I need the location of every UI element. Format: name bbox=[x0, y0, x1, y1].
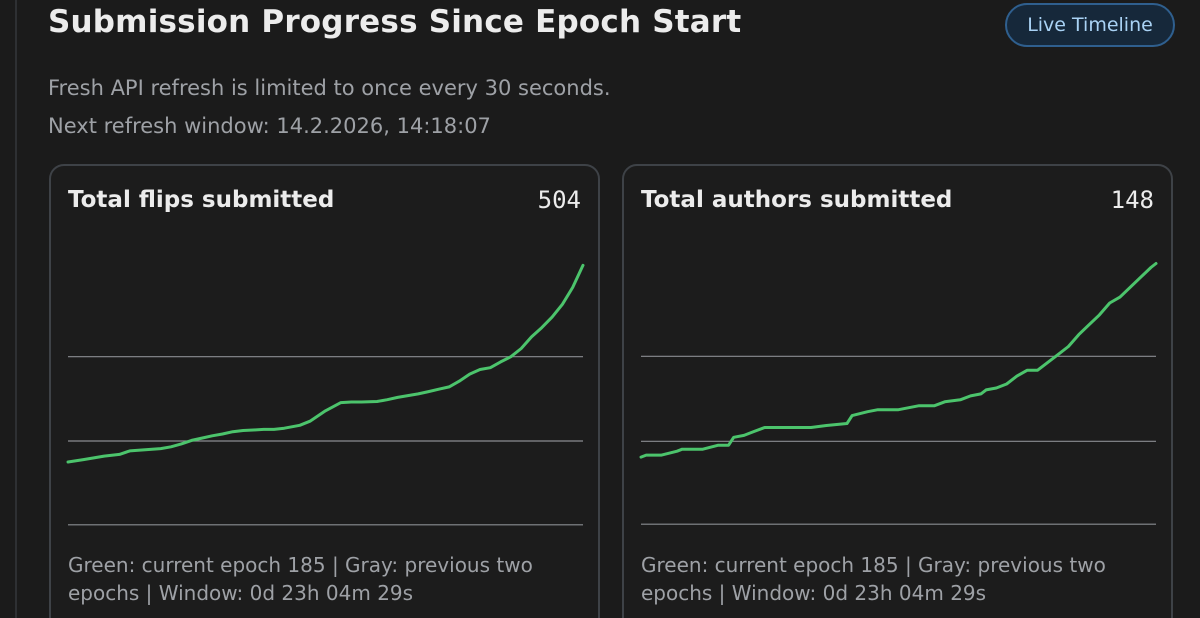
flips-line-chart bbox=[66, 263, 585, 526]
flips-submitted-card: Total flips submitted 504 Green: current… bbox=[49, 164, 600, 618]
chart-legend-note: Green: current epoch 185 | Gray: previou… bbox=[641, 553, 1106, 605]
card-title: Total authors submitted bbox=[641, 187, 953, 213]
refresh-limit-note: Fresh API refresh is limited to once eve… bbox=[48, 76, 611, 100]
next-refresh-window: Next refresh window: 14.2.2026, 14:18:07 bbox=[48, 114, 491, 138]
authors-line-chart bbox=[639, 262, 1158, 525]
current-epoch-line bbox=[66, 263, 585, 464]
current-epoch-line bbox=[639, 262, 1158, 459]
card-total-value: 504 bbox=[537, 186, 581, 214]
page-title: Submission Progress Since Epoch Start bbox=[48, 4, 742, 40]
authors-submitted-card: Total authors submitted 148 Green: curre… bbox=[622, 164, 1173, 618]
card-title: Total flips submitted bbox=[68, 187, 335, 213]
chart-legend-note: Green: current epoch 185 | Gray: previou… bbox=[68, 553, 533, 605]
left-border bbox=[15, 0, 17, 618]
live-timeline-button[interactable]: Live Timeline bbox=[1005, 3, 1175, 47]
card-total-value: 148 bbox=[1110, 186, 1154, 214]
